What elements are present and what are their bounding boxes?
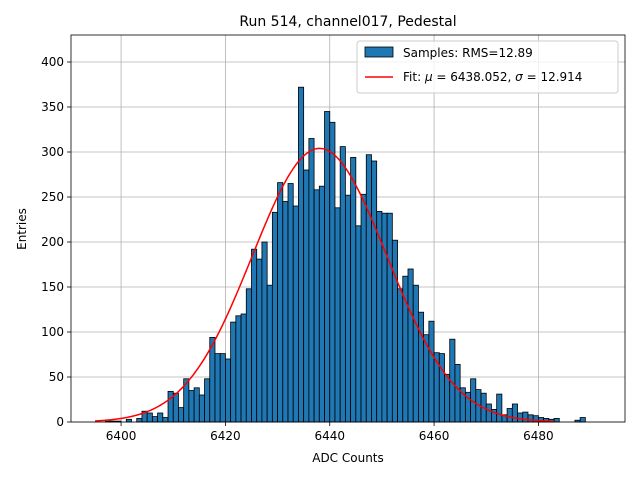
y-tick-label: 200 [41, 235, 64, 249]
chart-title: Run 514, channel017, Pedestal [239, 14, 456, 30]
histogram-bar [407, 268, 414, 423]
histogram-bars [105, 86, 586, 423]
legend-fit-prefix: Fit: [403, 70, 425, 84]
histogram-bar [527, 414, 534, 423]
histogram-bar [334, 207, 341, 423]
histogram-bar [157, 412, 164, 423]
histogram-bar [428, 320, 435, 423]
legend-swatch-samples [364, 46, 394, 58]
y-axis-ticks: 0 50 100 150 200 250 300 350 400 [41, 55, 71, 429]
histogram-bar [146, 412, 153, 423]
y-tick-label: 50 [49, 370, 64, 384]
histogram-bar [214, 353, 221, 423]
legend-fit-sigma: σ [515, 70, 523, 84]
histogram-bar [412, 284, 419, 423]
histogram-bar [522, 411, 529, 423]
histogram-bar [454, 363, 461, 423]
y-tick-label: 350 [41, 100, 64, 114]
histogram-bar [371, 160, 378, 423]
histogram-bar [496, 393, 503, 423]
histogram-bar [313, 189, 320, 423]
histogram-bar [517, 412, 524, 423]
x-tick-label: 6400 [106, 429, 137, 443]
y-axis-label: Entries [15, 208, 29, 250]
histogram-bar [282, 201, 289, 423]
histogram-bar [506, 408, 513, 423]
histogram-bar [339, 146, 346, 423]
histogram-bar [251, 248, 258, 423]
axes-frame [70, 34, 626, 423]
histogram-bar [125, 418, 132, 423]
histogram-bar [230, 321, 237, 423]
histogram-bar [292, 205, 299, 423]
legend-fit-suffix: = 12.914 [523, 70, 583, 84]
histogram-bar [235, 315, 242, 423]
histogram-bar [365, 154, 372, 423]
y-tick-label: 300 [41, 145, 64, 159]
histogram-bar [245, 288, 252, 423]
y-tick-label: 100 [41, 325, 64, 339]
x-axis-ticks: 6400 6420 6440 6460 6480 [106, 422, 554, 443]
histogram-bar [318, 185, 325, 423]
y-tick-label: 250 [41, 190, 64, 204]
histogram-bar [178, 407, 185, 423]
histogram-bar [277, 182, 284, 423]
histogram-bar [344, 194, 352, 423]
legend-box [356, 40, 619, 94]
x-tick-label: 6460 [419, 429, 450, 443]
histogram-bar [308, 138, 315, 423]
histogram-bar [162, 417, 169, 423]
histogram-bar [511, 403, 518, 423]
histogram-bar [360, 193, 367, 423]
y-tick-label: 400 [41, 55, 64, 69]
y-tick-label: 150 [41, 280, 64, 294]
histogram-bar [188, 390, 195, 423]
histogram-bar [324, 111, 331, 423]
y-tick-label: 0 [56, 415, 64, 429]
histogram-bar [298, 86, 305, 423]
histogram-bar [303, 169, 310, 423]
histogram-bar [355, 225, 362, 423]
legend-fit-mu: μ [424, 70, 433, 84]
legend: Samples: RMS=12.89 Fit: μ = 6438.052, σ … [356, 40, 619, 94]
legend-label-samples: Samples: RMS=12.89 [403, 46, 533, 60]
histogram-bar [198, 394, 205, 423]
histogram-bar [579, 417, 586, 423]
histogram-bar [391, 239, 398, 423]
histogram-bar [397, 288, 404, 423]
histogram-bar [266, 284, 273, 423]
histogram-bar [225, 358, 232, 423]
histogram-bar [271, 211, 278, 423]
histogram-bar [329, 121, 336, 423]
histogram-bar [193, 387, 200, 423]
fit-curve [94, 147, 555, 423]
histogram-bar [287, 183, 294, 423]
legend-fit-mid: = 6438.052, [433, 70, 516, 84]
histogram-bar [256, 258, 263, 423]
histogram-bar [172, 392, 179, 423]
histogram-bar [219, 353, 226, 423]
histogram-bar [209, 336, 216, 423]
histogram-bar [261, 241, 268, 423]
histogram-bar [350, 156, 357, 423]
histogram-bar [151, 416, 158, 423]
histogram-bar [444, 373, 451, 423]
x-tick-label: 6480 [523, 429, 554, 443]
x-axis-label: ADC Counts [312, 451, 384, 465]
histogram-bar [386, 212, 393, 423]
histogram-bar [485, 403, 492, 423]
x-tick-label: 6420 [210, 429, 241, 443]
histogram-bar [204, 378, 211, 423]
x-tick-label: 6440 [314, 429, 345, 443]
histogram-bar [438, 353, 445, 423]
legend-label-fit: Fit: μ = 6438.052, σ = 12.914 [403, 70, 582, 84]
histogram-bar [553, 417, 560, 423]
histogram-bar [136, 417, 143, 423]
histogram-bar [240, 313, 247, 423]
